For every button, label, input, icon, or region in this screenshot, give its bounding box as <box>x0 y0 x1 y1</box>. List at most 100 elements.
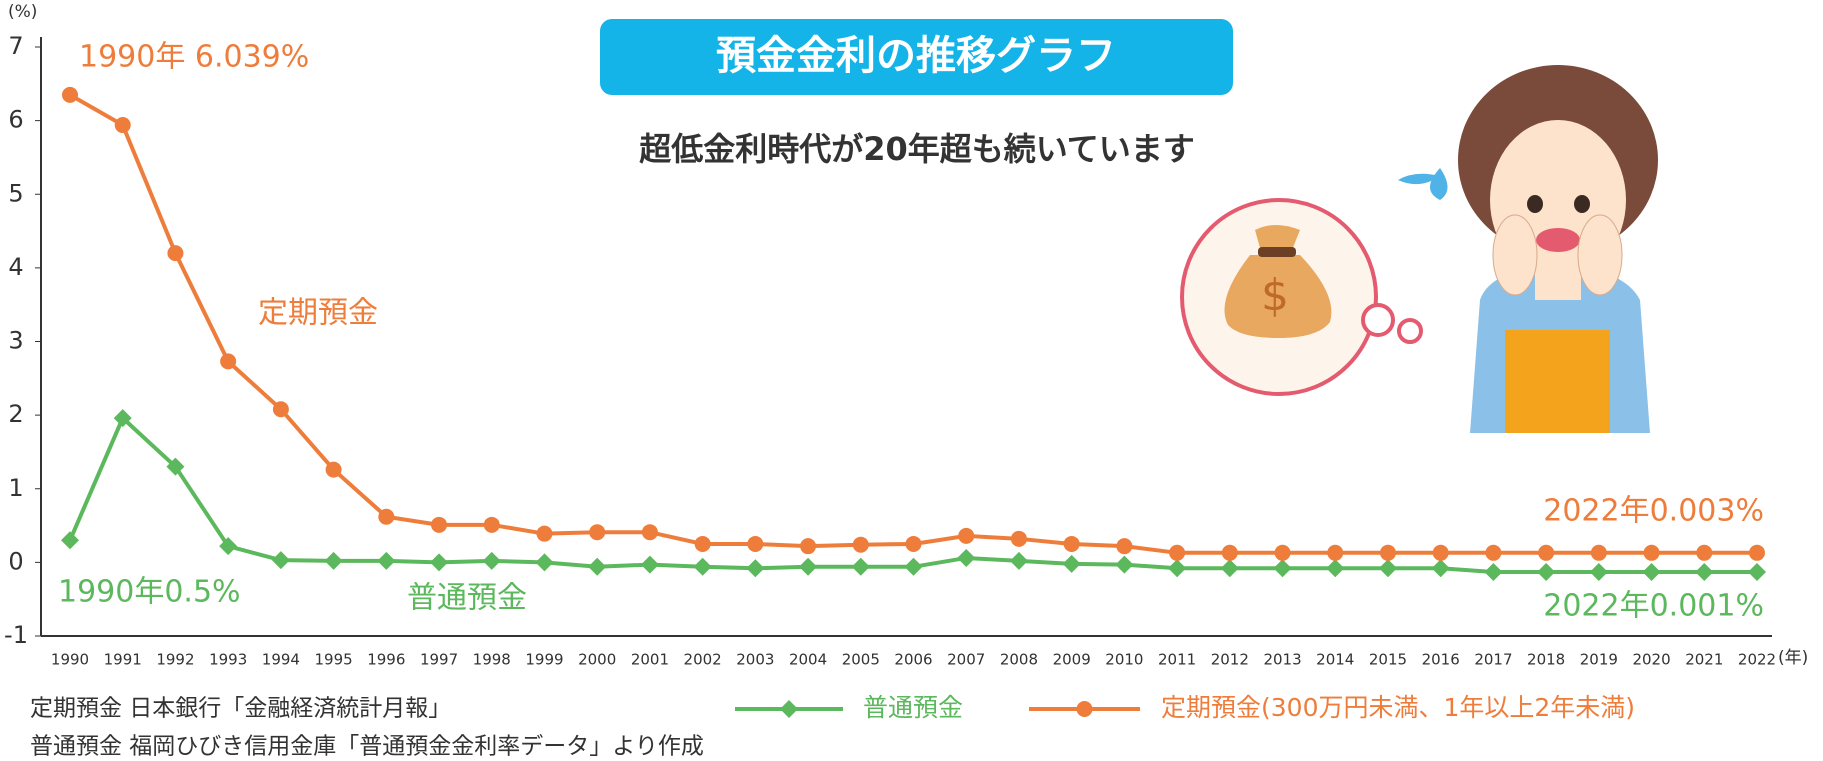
marker <box>1168 559 1187 578</box>
x-tick-label: 2004 <box>789 651 827 669</box>
legend-marker <box>780 700 798 718</box>
x-tick-label: 2009 <box>1053 651 1091 669</box>
marker <box>1590 544 1607 561</box>
marker <box>378 508 395 525</box>
marker <box>589 524 606 541</box>
marker <box>271 551 290 570</box>
svg-text:$: $ <box>1261 270 1289 321</box>
marker <box>694 535 711 552</box>
marker <box>1062 554 1081 573</box>
marker <box>851 557 870 576</box>
annotation: 2022年0.001% <box>1543 589 1764 624</box>
marker <box>693 557 712 576</box>
marker <box>747 535 764 552</box>
marker <box>1538 544 1555 561</box>
marker <box>377 551 396 570</box>
annotation: 普通預金 <box>407 581 527 616</box>
y-tick-label: 3 <box>8 327 23 355</box>
marker <box>905 535 922 552</box>
marker <box>535 553 554 572</box>
x-tick-label: 2021 <box>1685 651 1723 669</box>
y-unit: (%) <box>8 2 37 22</box>
annotation: 定期預金 <box>258 296 378 331</box>
marker <box>325 461 342 478</box>
marker <box>482 551 501 570</box>
annotation: 2022年0.003% <box>1543 494 1764 529</box>
marker <box>1432 544 1449 561</box>
marker <box>1169 544 1186 561</box>
x-tick-label: 2016 <box>1422 651 1460 669</box>
marker <box>62 86 78 103</box>
x-tick-label: 2017 <box>1474 651 1512 669</box>
marker <box>324 551 343 570</box>
x-tick-label: 1996 <box>367 651 405 669</box>
legend-marker <box>1076 701 1093 717</box>
marker <box>746 559 765 578</box>
marker <box>641 524 658 541</box>
marker <box>219 537 238 556</box>
x-tick-label: 2018 <box>1527 651 1565 669</box>
x-tick-label: 2014 <box>1316 651 1354 669</box>
x-tick-label: 2003 <box>736 651 774 669</box>
y-tick-label: 0 <box>8 547 23 575</box>
annotation: 1990年0.5% <box>58 575 241 610</box>
marker <box>1589 562 1608 581</box>
x-tick-label: 1992 <box>156 651 194 669</box>
y-tick-label: 1 <box>8 474 23 502</box>
marker <box>1221 544 1238 561</box>
marker <box>272 401 289 418</box>
marker <box>1484 562 1503 581</box>
marker <box>167 245 184 262</box>
marker <box>800 538 817 555</box>
marker <box>430 553 449 572</box>
marker <box>1274 544 1291 561</box>
x-tick-label: 2020 <box>1632 651 1670 669</box>
title-box <box>600 19 1233 95</box>
marker <box>958 527 975 544</box>
y-tick-label: 2 <box>8 400 23 428</box>
x-tick-label: 2012 <box>1211 651 1249 669</box>
marker <box>1537 562 1556 581</box>
x-tick-label: 1998 <box>473 651 511 669</box>
x-tick-label: 1997 <box>420 651 458 669</box>
marker <box>1748 562 1766 581</box>
x-tick-label: 1994 <box>262 651 300 669</box>
x-tick-label: 1990 <box>51 651 89 669</box>
y-tick-label: 4 <box>8 253 23 281</box>
annotation: 1990年 6.039% <box>79 40 309 75</box>
x-tick-label: 1999 <box>525 651 563 669</box>
marker <box>1326 559 1345 578</box>
x-tick-label: 2015 <box>1369 651 1407 669</box>
x-tick-label: 1995 <box>315 651 353 669</box>
marker <box>1749 544 1765 561</box>
marker <box>1115 555 1134 574</box>
source-note: 定期預金 日本銀行「金融経済統計月報」 <box>30 696 451 722</box>
marker <box>1695 562 1714 581</box>
marker <box>1010 530 1027 547</box>
x-tick-label: 2005 <box>842 651 880 669</box>
x-tick-label: 2001 <box>631 651 669 669</box>
marker <box>536 525 553 542</box>
x-tick-label: 2010 <box>1105 651 1143 669</box>
marker <box>166 457 185 476</box>
x-tick-label: 2019 <box>1580 651 1618 669</box>
legend-label: 定期預金(300万円未満、1年以上2年未満) <box>1161 693 1635 722</box>
illustration: $ <box>1180 65 1658 433</box>
marker <box>852 536 869 553</box>
legend-label: 普通預金 <box>863 693 963 722</box>
chart-subtitle: 超低金利時代が20年超も続いています <box>639 130 1195 168</box>
marker <box>904 557 923 576</box>
marker <box>1696 544 1713 561</box>
marker <box>1116 538 1133 555</box>
x-tick-label: 2006 <box>894 651 932 669</box>
x-tick-label: 1991 <box>104 651 142 669</box>
marker <box>1009 551 1028 570</box>
x-unit: (年) <box>1778 648 1808 668</box>
marker <box>1431 559 1450 578</box>
marker <box>1379 544 1396 561</box>
marker <box>957 548 976 567</box>
marker <box>220 353 237 370</box>
marker <box>1485 544 1502 561</box>
x-tick-label: 1993 <box>209 651 247 669</box>
